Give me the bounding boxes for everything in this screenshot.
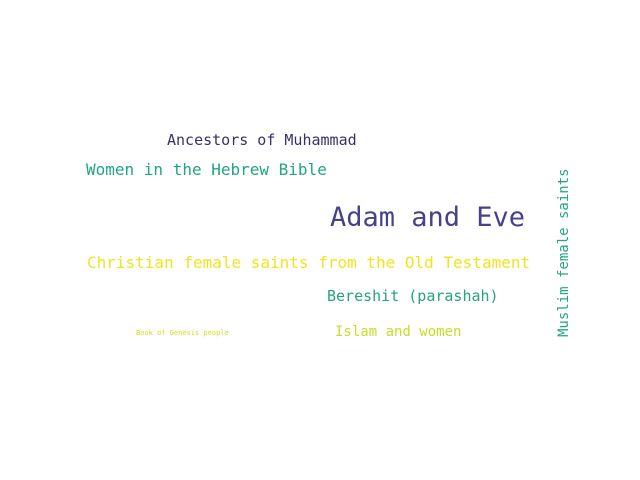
word-book-of-genesis-people: Book of Genesis people <box>136 329 229 337</box>
word-bereshit-parashah: Bereshit (parashah) <box>327 287 499 305</box>
word-women-in-the-hebrew-bible: Women in the Hebrew Bible <box>86 160 327 179</box>
word-ancestors-of-muhammad: Ancestors of Muhammad <box>167 131 357 149</box>
word-muslim-female-saints: Muslim female saints <box>556 168 572 337</box>
word-adam-and-eve: Adam and Eve <box>330 202 526 233</box>
word-islam-and-women: Islam and women <box>335 324 462 340</box>
word-christian-female-saints: Christian female saints from the Old Tes… <box>87 253 531 272</box>
